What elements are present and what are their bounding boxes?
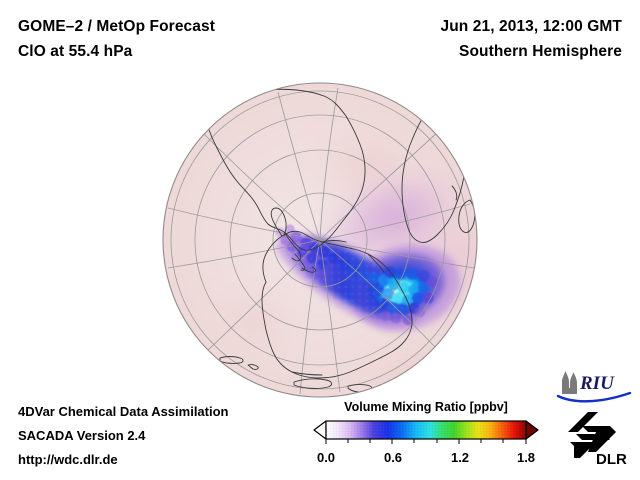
colorbar-over-arrow — [525, 420, 539, 440]
colorbar-tick-1: 0.6 — [383, 450, 403, 465]
colorbar: Volume Mixing Ratio [ppbv] — [312, 398, 540, 468]
colorbar-tick-0: 0.0 — [316, 450, 336, 465]
riu-logo: RIU — [556, 370, 634, 404]
colorbar-tick-labels: 0.0 0.6 1.2 1.8 — [312, 450, 540, 468]
footer-left-block: 4DVar Chemical Data Assimilation SACADA … — [18, 400, 318, 472]
globe-map — [162, 82, 478, 398]
riu-wordmark: RIU — [579, 373, 615, 394]
graticule-parallels — [170, 90, 470, 390]
graticule-meridians — [167, 87, 475, 395]
globe-outline — [162, 82, 478, 398]
website-url: http://wdc.dlr.de — [18, 452, 118, 467]
header-left-block: GOME–2 / MetOp Forecast ClO at 55.4 hPa — [18, 14, 318, 64]
dlr-mark-icon — [568, 412, 616, 458]
product-title: GOME–2 / MetOp Forecast — [18, 18, 215, 35]
clo-plume — [275, 224, 461, 332]
version-label: SACADA Version 2.4 — [18, 428, 146, 443]
dlr-wordmark: DLR — [596, 451, 627, 468]
colorbar-gradient — [313, 420, 539, 444]
valid-time: Jun 21, 2013, 12:00 GMT — [440, 18, 622, 35]
dlr-logo: DLR — [566, 410, 628, 468]
hemisphere-label: Southern Hemisphere — [459, 43, 622, 60]
colorbar-tick-2: 1.2 — [450, 450, 470, 465]
method-label: 4DVar Chemical Data Assimilation — [18, 404, 229, 419]
colorbar-under-arrow — [313, 420, 327, 440]
cathedral-icon — [562, 371, 577, 394]
colorbar-tick-3: 1.8 — [516, 450, 536, 465]
riu-swoosh — [556, 391, 632, 403]
colorbar-title: Volume Mixing Ratio [ppbv] — [344, 400, 508, 414]
header-right-block: Jun 21, 2013, 12:00 GMT Southern Hemisph… — [322, 14, 622, 64]
colorbar-ticks — [325, 439, 527, 444]
product-subtitle: ClO at 55.4 hPa — [18, 43, 133, 60]
